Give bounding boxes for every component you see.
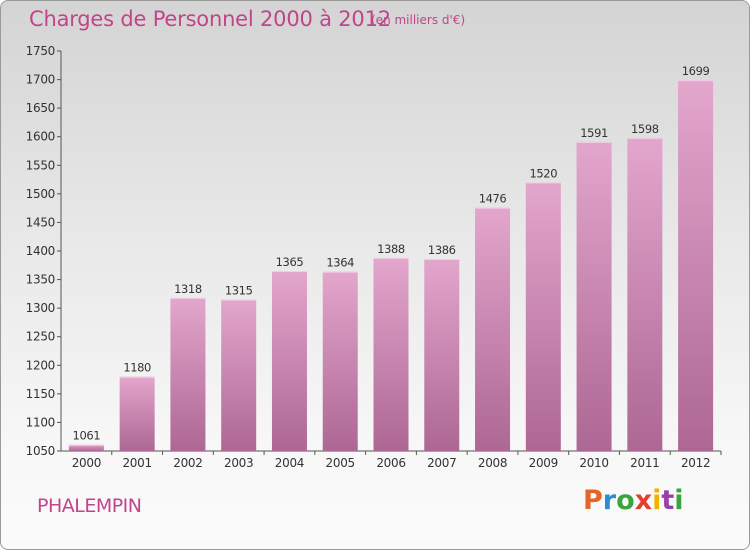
bar-2010 [576,141,612,451]
x-tick-label: 2003 [224,456,253,470]
y-tick-label: 1700 [26,73,55,87]
data-label-2001: 1180 [123,361,151,375]
y-tick-label: 1400 [26,244,55,258]
y-tick-label: 1150 [26,387,55,401]
y-tick-label: 1050 [26,444,55,458]
chart-subtitle: (en milliers d'€) [371,13,466,27]
x-tick-label: 2000 [72,456,101,470]
y-tick-label: 1500 [26,187,55,201]
data-label-2004: 1365 [276,255,304,269]
data-label-2012: 1699 [682,64,710,78]
x-tick-label: 2012 [681,456,710,470]
bar-2011 [627,137,663,451]
x-tick-label: 2010 [579,456,608,470]
logo-letter: x [634,485,653,516]
bar-2008 [475,207,511,451]
y-tick-label: 1650 [26,101,55,115]
x-tick-label: 2011 [630,456,659,470]
data-label-2000: 1061 [73,429,101,443]
axes: 1050 1100 1150 1200 1250 1300 1350 1400 1450 1500… [26,44,722,470]
y-tick-label: 1200 [26,358,55,372]
y-tick-label: 1600 [26,130,55,144]
bar-2003 [221,299,257,451]
x-tick-label: 2001 [122,456,151,470]
logo-letter: i [674,485,684,516]
logo-letter: t [661,485,675,516]
y-tick-label: 1100 [26,415,55,429]
bar-2001 [119,376,155,451]
data-label-2005: 1364 [326,256,354,270]
data-label-2009: 1520 [529,166,557,180]
bar-2009 [525,182,561,451]
bar-2005 [322,271,358,451]
proxiti-logo[interactable]: Proxiti [583,485,684,516]
bar-2006 [373,257,409,451]
data-label-2003: 1315 [225,284,253,298]
data-label-2002: 1318 [174,282,202,296]
x-tick-label: 2006 [376,456,405,470]
commune-name: PHALEMPIN [37,495,142,517]
bar-2004 [271,271,307,451]
logo-letter: o [616,485,635,516]
y-tick-label: 1750 [26,44,55,58]
y-tick-label: 1350 [26,273,55,287]
data-labels: 1061 1180 1318 1315 1365 1364 1388 1386 1476 1520… [73,64,710,443]
bars [68,80,714,452]
data-label-2010: 1591 [580,126,608,140]
x-tick-label: 2008 [478,456,507,470]
x-tick-label: 2002 [173,456,202,470]
data-label-2006: 1388 [377,242,405,256]
bar-2000 [68,444,104,451]
logo-letter: i [652,485,662,516]
data-label-2007: 1386 [428,243,456,257]
data-label-2008: 1476 [479,192,507,206]
data-label-2011: 1598 [631,122,659,136]
bar-2007 [424,259,460,451]
x-tick-label: 2004 [275,456,304,470]
bar-2012 [678,80,714,452]
y-tick-label: 1550 [26,158,55,172]
x-tick-label: 2009 [529,456,558,470]
bar-2002 [170,297,206,451]
y-tick-label: 1250 [26,330,55,344]
logo-letter: r [602,485,617,516]
y-tick-label: 1450 [26,215,55,229]
chart-title: Charges de Personnel 2000 à 2012 [29,7,391,31]
y-tick-label: 1300 [26,301,55,315]
x-tick-label: 2005 [326,456,355,470]
logo-letter: P [583,485,603,516]
x-tick-label: 2007 [427,456,456,470]
